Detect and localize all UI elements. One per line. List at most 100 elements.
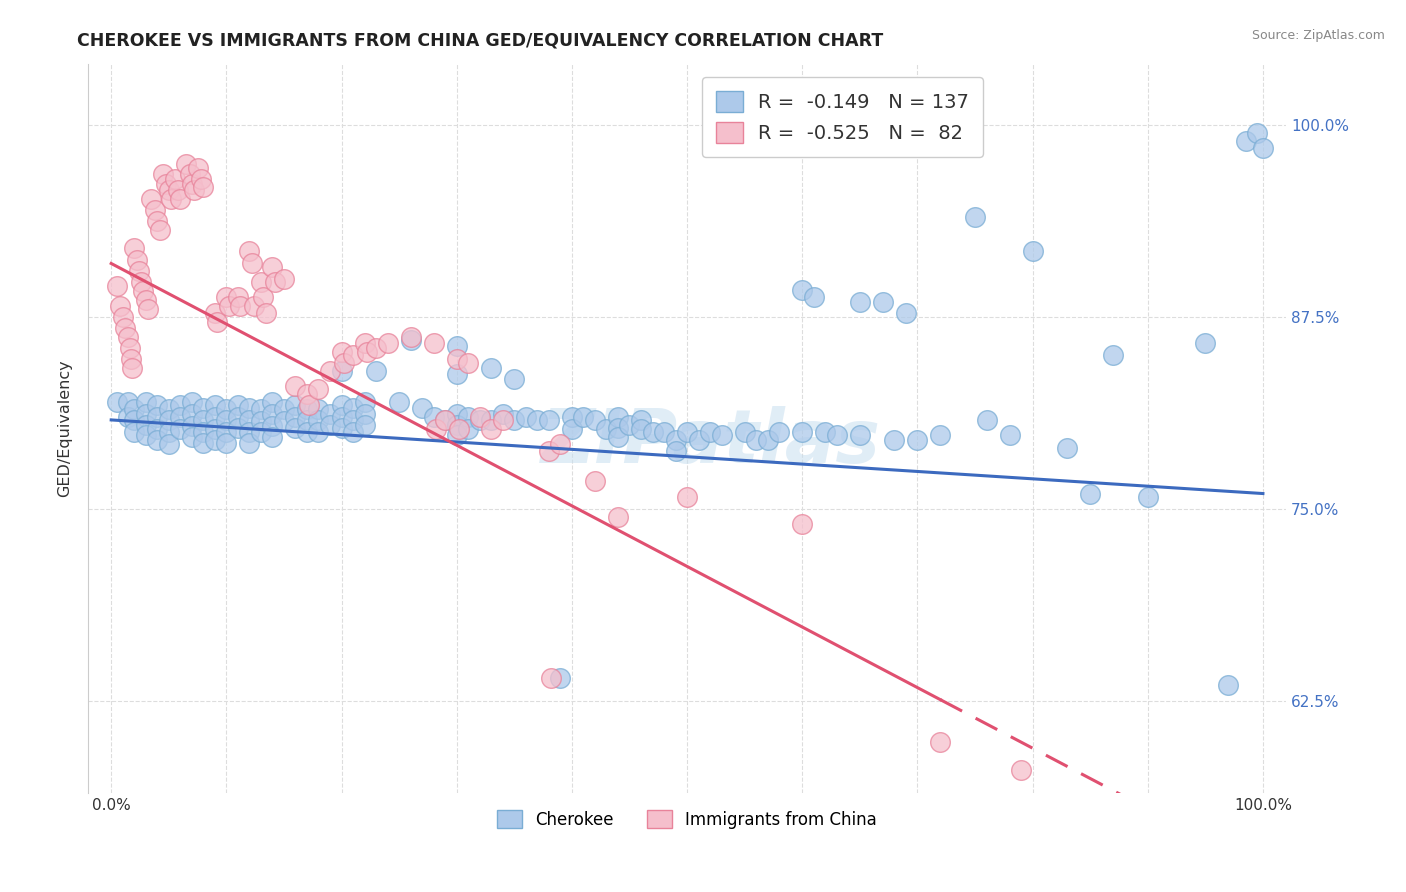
Point xyxy=(179,168,201,182)
Point xyxy=(180,430,202,444)
Point xyxy=(468,409,491,424)
Point xyxy=(180,419,202,434)
Point xyxy=(254,305,277,319)
Point xyxy=(298,398,321,412)
Point xyxy=(183,183,205,197)
Point xyxy=(353,407,375,421)
Point xyxy=(122,241,145,255)
Point xyxy=(537,443,560,458)
Point xyxy=(492,407,515,421)
Point xyxy=(1251,141,1274,155)
Point xyxy=(745,433,768,447)
Point xyxy=(226,398,249,412)
Point xyxy=(238,401,260,415)
Point xyxy=(446,367,468,381)
Point xyxy=(768,425,790,440)
Legend: Cherokee, Immigrants from China: Cherokee, Immigrants from China xyxy=(491,804,884,835)
Point xyxy=(215,413,238,427)
Point xyxy=(883,433,905,447)
Point xyxy=(652,425,675,440)
Point xyxy=(273,414,295,428)
Point xyxy=(262,260,284,274)
Point xyxy=(457,422,479,436)
Point xyxy=(190,172,212,186)
Point xyxy=(284,409,307,424)
Point xyxy=(561,409,583,424)
Point xyxy=(756,433,779,447)
Point xyxy=(976,413,998,427)
Point xyxy=(105,279,128,293)
Point xyxy=(1218,678,1240,692)
Y-axis label: GED/Equivalency: GED/Equivalency xyxy=(58,359,72,497)
Point xyxy=(1246,126,1268,140)
Point xyxy=(308,413,330,427)
Point xyxy=(204,422,226,436)
Point xyxy=(152,168,174,182)
Point xyxy=(607,509,630,524)
Point xyxy=(204,409,226,424)
Point xyxy=(561,422,583,436)
Point xyxy=(262,430,284,444)
Point xyxy=(148,223,170,237)
Point xyxy=(238,244,260,259)
Point xyxy=(479,413,502,427)
Point xyxy=(215,290,238,304)
Point xyxy=(169,409,191,424)
Point xyxy=(447,422,470,436)
Point xyxy=(110,300,132,314)
Point xyxy=(792,283,814,297)
Point xyxy=(169,422,191,436)
Point xyxy=(157,402,180,417)
Point xyxy=(117,409,139,424)
Point xyxy=(215,425,238,440)
Point xyxy=(215,402,238,417)
Point xyxy=(595,422,617,436)
Point xyxy=(330,409,353,424)
Point xyxy=(572,409,595,424)
Point xyxy=(114,321,136,335)
Point xyxy=(699,425,721,440)
Point xyxy=(434,413,457,427)
Point xyxy=(252,290,274,304)
Point xyxy=(330,398,353,412)
Point xyxy=(676,490,699,504)
Point xyxy=(319,407,342,421)
Point xyxy=(204,305,226,319)
Point xyxy=(353,417,375,432)
Point xyxy=(330,364,353,378)
Point xyxy=(1234,134,1257,148)
Point xyxy=(262,419,284,434)
Point xyxy=(734,425,756,440)
Point xyxy=(157,437,180,451)
Point xyxy=(204,433,226,447)
Point xyxy=(710,428,733,442)
Point xyxy=(180,407,202,421)
Point xyxy=(121,360,143,375)
Point xyxy=(963,211,986,225)
Point xyxy=(105,394,128,409)
Point xyxy=(250,425,273,440)
Point xyxy=(872,294,894,309)
Point xyxy=(135,428,157,442)
Point xyxy=(905,433,928,447)
Point xyxy=(333,356,356,370)
Point xyxy=(411,401,433,415)
Point xyxy=(136,302,159,317)
Point xyxy=(446,351,468,366)
Point xyxy=(308,402,330,417)
Point xyxy=(226,290,249,304)
Point xyxy=(434,413,457,427)
Point xyxy=(849,428,872,442)
Point xyxy=(503,371,526,385)
Point xyxy=(120,351,142,366)
Point xyxy=(422,336,444,351)
Point xyxy=(1078,486,1101,500)
Point xyxy=(284,379,307,393)
Point xyxy=(929,735,952,749)
Point xyxy=(1102,349,1125,363)
Point xyxy=(146,213,169,227)
Point xyxy=(117,394,139,409)
Point xyxy=(422,409,444,424)
Point xyxy=(540,671,562,685)
Point xyxy=(330,345,353,359)
